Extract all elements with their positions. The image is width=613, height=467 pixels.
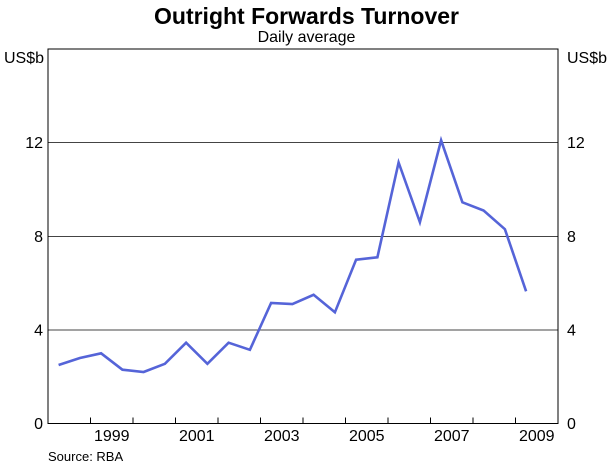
x-tick-label-1999: 1999 (94, 428, 130, 445)
y-tick-label-left-4: 4 (34, 322, 43, 339)
y-tick-label-right-0: 0 (567, 416, 576, 433)
y-tick-label-right-8: 8 (567, 229, 576, 246)
source-note: Source: RBA (48, 449, 124, 464)
y-tick-label-left-8: 8 (34, 229, 43, 246)
x-tick-label-2007: 2007 (434, 428, 470, 445)
y-tick-label-left-0: 0 (34, 416, 43, 433)
y-tick-label-right-12: 12 (567, 135, 585, 152)
y-tick-label-left-12: 12 (25, 135, 43, 152)
turnover-line (58, 135, 528, 374)
y-axis-unit-right: US$b (567, 50, 608, 67)
y-axis-unit-left: US$b (3, 50, 44, 67)
chart-subtitle: Daily average (257, 29, 356, 46)
x-tick-label-2001: 2001 (179, 428, 215, 445)
x-tick-label-2005: 2005 (349, 428, 385, 445)
x-tick-label-2009: 2009 (519, 428, 555, 445)
chart-title: Outright Forwards Turnover (154, 3, 459, 29)
y-tick-label-right-4: 4 (567, 322, 576, 339)
x-tick-label-2003: 2003 (264, 428, 300, 445)
